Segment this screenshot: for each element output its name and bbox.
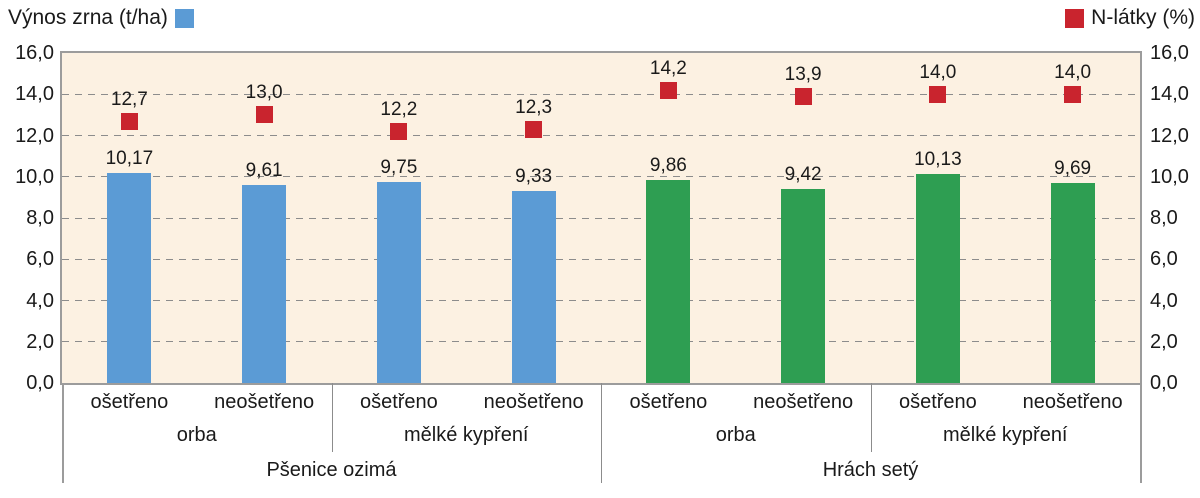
- bar: [511, 190, 556, 383]
- y-tick-left: 6,0: [26, 248, 54, 271]
- y-tick-left: 14,0: [15, 83, 54, 106]
- n-marker: [1064, 85, 1082, 103]
- bar-value-label: 9,42: [784, 163, 822, 185]
- marker-value-label: 12,2: [380, 98, 418, 120]
- n-marker: [120, 112, 138, 130]
- bar-value-label: 9,69: [1054, 158, 1092, 180]
- marker-value-label: 13,0: [245, 82, 283, 104]
- y-tick-left: 8,0: [26, 207, 54, 229]
- crop-row-label: Hrách setý: [822, 459, 919, 481]
- tillage-row-label: mělké kypření: [404, 424, 529, 446]
- crop-row-label: Pšenice ozimá: [266, 459, 397, 481]
- marker-value-label: 14,0: [919, 61, 957, 83]
- marker-value-label: 13,9: [784, 63, 822, 85]
- bar-value-label: 9,61: [245, 159, 283, 181]
- gridline: [62, 341, 1140, 343]
- tillage-row-label: orba: [715, 424, 756, 446]
- treatment-row-label: ošetřeno: [90, 391, 169, 413]
- legend-yield-label: Výnos zrna (t/ha): [8, 6, 168, 29]
- treatment-row-label: ošetřeno: [898, 391, 977, 413]
- treatment-row: ošetřeno neošetřeno ošetřeno neošetřeno ošet…: [62, 387, 1140, 417]
- y-tick-right: 2,0: [1150, 330, 1178, 353]
- crop-row: Pšenice ozimá Hrách setý: [62, 453, 1140, 487]
- category-separator: [601, 383, 602, 483]
- y-tick-left: 12,0: [15, 124, 54, 147]
- gridline: [62, 258, 1140, 260]
- category-separator: [331, 383, 333, 452]
- legend-nlatky: N-látky (%): [1065, 6, 1195, 30]
- tillage-row-label: orba: [176, 424, 217, 446]
- legend-nlatky-swatch-icon: [1065, 8, 1085, 28]
- marker-value-label: 12,3: [515, 96, 553, 118]
- gridline: [62, 176, 1140, 178]
- bar-value-label: 9,33: [515, 165, 553, 187]
- y-tick-right: 16,0: [1150, 42, 1189, 64]
- category-separator: [1140, 383, 1142, 483]
- bar: [242, 184, 287, 383]
- n-marker: [390, 122, 408, 140]
- gridline: [62, 300, 1140, 301]
- gridline: [62, 135, 1140, 136]
- n-marker: [255, 106, 273, 124]
- bar: [1050, 183, 1095, 383]
- y-tick-left: 16,0: [15, 42, 54, 64]
- treatment-row-label: neošetřeno: [214, 391, 315, 413]
- y-tick-left: 10,0: [15, 165, 54, 188]
- y-tick-right: 12,0: [1150, 124, 1189, 147]
- gridline: [62, 93, 1140, 95]
- category-separator: [870, 383, 872, 452]
- treatment-row-label: neošetřeno: [483, 391, 584, 413]
- treatment-row-label: neošetřeno: [753, 391, 854, 413]
- treatment-row-label: ošetřeno: [359, 391, 438, 413]
- category-separator: [62, 383, 64, 483]
- bar-value-label: 10,13: [914, 149, 962, 171]
- treatment-row-label: neošetřeno: [1022, 391, 1123, 413]
- marker-value-label: 14,0: [1054, 61, 1092, 83]
- bar: [915, 174, 960, 383]
- legend-yield: Výnos zrna (t/ha): [8, 6, 194, 30]
- y-tick-left: 4,0: [26, 289, 54, 312]
- marker-value-label: 14,2: [649, 57, 687, 79]
- n-marker: [794, 87, 812, 105]
- plot-area: 10,17 9,61 9,75 9,33 9,86 9,42 10,13 9,69 12,7 13…: [60, 51, 1142, 385]
- y-tick-right: 14,0: [1150, 83, 1189, 106]
- y-tick-right: 10,0: [1150, 165, 1189, 188]
- treatment-row-label: ošetřeno: [629, 391, 708, 413]
- gridline: [62, 217, 1140, 219]
- bar: [781, 188, 826, 383]
- bar-value-label: 9,75: [380, 156, 418, 178]
- marker-value-label: 12,7: [110, 88, 148, 110]
- bar: [646, 179, 691, 383]
- y-tick-left: 2,0: [26, 330, 54, 353]
- n-marker: [525, 120, 543, 138]
- y-tick-left: 0,0: [26, 372, 54, 394]
- tillage-row: orba mělké kypření orba mělké kypření: [62, 420, 1140, 450]
- legend-nlatky-label: N-látky (%): [1091, 6, 1195, 29]
- bar-value-label: 10,17: [105, 148, 154, 170]
- n-marker: [929, 85, 947, 103]
- y-tick-right: 8,0: [1150, 207, 1178, 229]
- bar: [376, 181, 421, 383]
- y-tick-right: 6,0: [1150, 248, 1178, 271]
- y-tick-right: 0,0: [1150, 372, 1178, 394]
- y-tick-right: 4,0: [1150, 289, 1178, 312]
- tillage-row-label: mělké kypření: [943, 424, 1068, 446]
- n-marker: [659, 81, 677, 99]
- legend-yield-swatch-icon: [174, 8, 194, 28]
- bar-value-label: 9,86: [649, 154, 687, 176]
- bar: [107, 173, 152, 383]
